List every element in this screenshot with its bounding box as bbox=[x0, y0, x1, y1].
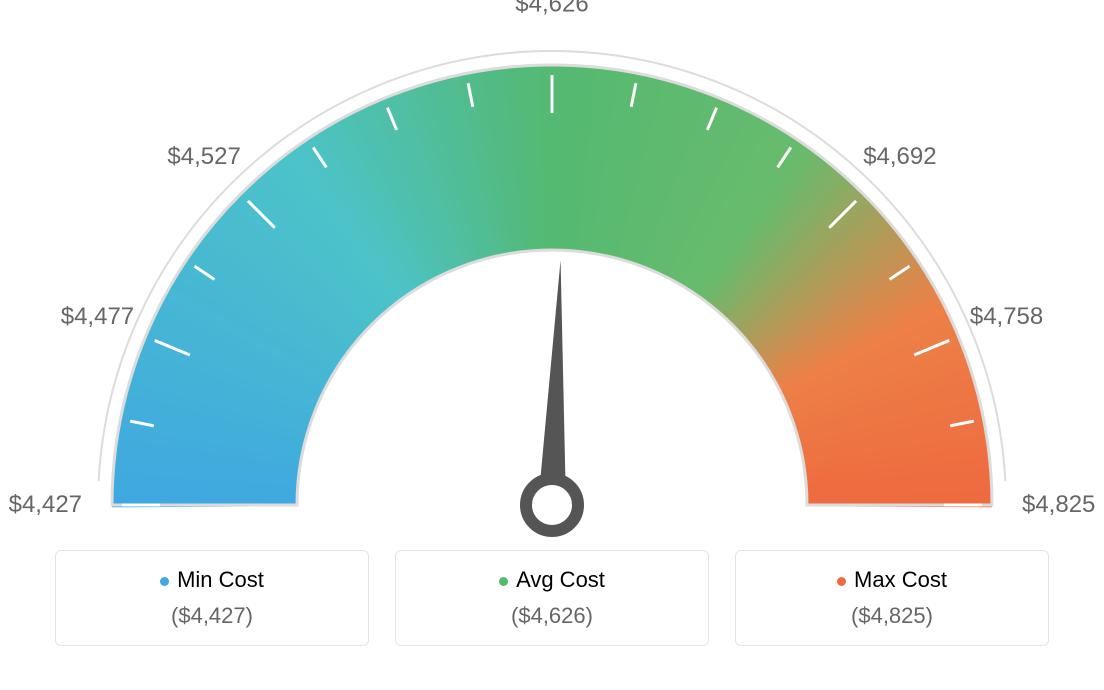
legend-avg-label: Avg Cost bbox=[516, 567, 605, 592]
tick-label: $4,825 bbox=[1022, 491, 1095, 519]
tick-label: $4,626 bbox=[515, 0, 588, 19]
legend-max-value: ($4,825) bbox=[756, 603, 1028, 629]
legend-max-label: Max Cost bbox=[854, 567, 947, 592]
legend-min-title: Min Cost bbox=[76, 567, 348, 593]
dot-max-icon bbox=[837, 577, 846, 586]
gauge-svg bbox=[0, 0, 1104, 540]
tick-label: $4,758 bbox=[970, 303, 1043, 331]
legend-max-title: Max Cost bbox=[756, 567, 1028, 593]
tick-label: $4,427 bbox=[9, 491, 82, 519]
legend-min-label: Min Cost bbox=[177, 567, 264, 592]
legend-avg-title: Avg Cost bbox=[416, 567, 688, 593]
legend-min-box: Min Cost ($4,427) bbox=[55, 550, 369, 646]
gauge-chart: $4,427 $4,477 $4,527 $4,626 $4,692 $4,758 $4,8… bbox=[0, 0, 1104, 540]
legend-avg-box: Avg Cost ($4,626) bbox=[395, 550, 709, 646]
tick-label: $4,692 bbox=[863, 143, 936, 171]
legend-min-value: ($4,427) bbox=[76, 603, 348, 629]
legend-avg-value: ($4,626) bbox=[416, 603, 688, 629]
legend-row: Min Cost ($4,427) Avg Cost ($4,626) Max … bbox=[0, 550, 1104, 646]
legend-max-box: Max Cost ($4,825) bbox=[735, 550, 1049, 646]
tick-label: $4,527 bbox=[167, 143, 240, 171]
dot-avg-icon bbox=[499, 577, 508, 586]
dot-min-icon bbox=[160, 577, 169, 586]
tick-label: $4,477 bbox=[61, 303, 134, 331]
